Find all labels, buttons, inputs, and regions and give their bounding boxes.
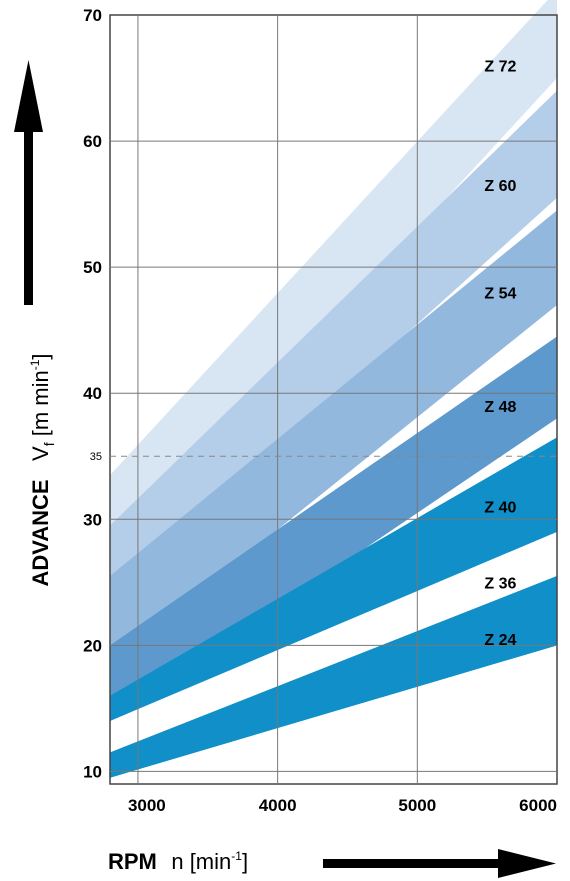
y-axis-title: ADVANCE Vf [m min-1]	[28, 353, 57, 586]
y-tick-label: 20	[83, 636, 102, 655]
y-tick-label: 10	[83, 762, 102, 781]
band-label: Z 24	[484, 632, 516, 649]
y-tick-label: 30	[83, 510, 102, 529]
x-axis-title-close: ]	[242, 849, 248, 874]
y-axis-title-sup: -1	[28, 359, 42, 370]
x-tick-label: 5000	[398, 796, 436, 815]
y-axis-arrow-icon	[14, 60, 43, 305]
y-tick-label: 60	[83, 132, 102, 151]
x-axis-title: RPM n [min-1]	[108, 849, 248, 874]
x-tick-label: 3000	[128, 796, 166, 815]
y-tick-label: 50	[83, 258, 102, 277]
x-axis-title-unit: n [min	[171, 849, 231, 874]
band-z-24	[110, 575, 557, 778]
plot-frame	[109, 14, 558, 785]
tick-layer: 10 20 30 40 50 60 70 35 3000 4000 5000 6000	[83, 6, 557, 815]
y-axis-title-close: ]	[28, 353, 53, 359]
x-tick-label: 6000	[519, 796, 557, 815]
band-z-60	[110, 90, 557, 602]
y-axis-title-sub: f	[41, 442, 57, 446]
band-label: Z 48	[484, 399, 516, 416]
y-tick-label: 40	[83, 384, 102, 403]
x-axis-title-sup: -1	[231, 849, 242, 863]
band-z-40	[110, 437, 557, 721]
band-label: Z 36	[484, 575, 516, 592]
x-tick-label: 4000	[259, 796, 297, 815]
band-label: Z 54	[484, 285, 516, 302]
y-axis-title-main: ADVANCE	[28, 479, 53, 586]
band-z-54	[110, 210, 557, 665]
band-label-layer: Z 72 Z 60 Z 54 Z 48 Z 40 Z 36 Z 24	[484, 58, 516, 649]
y-tick-label-reference: 35	[90, 451, 102, 463]
band-label: Z 60	[484, 178, 516, 195]
x-axis-arrow-icon	[323, 849, 556, 878]
band-layer	[110, 0, 557, 778]
band-z-48	[110, 336, 557, 721]
x-axis-title-main: RPM	[108, 849, 157, 874]
y-tick-label: 70	[83, 6, 102, 25]
y-axis-title-unit: [m min	[28, 370, 53, 442]
band-label: Z 72	[484, 58, 516, 75]
y-axis-title-var: V	[28, 446, 53, 461]
grid-layer	[109, 14, 558, 785]
band-label: Z 40	[484, 500, 516, 517]
svg-text:ADVANCE Vf [m min-1]: ADVANCE Vf [m min-1]	[28, 353, 57, 586]
